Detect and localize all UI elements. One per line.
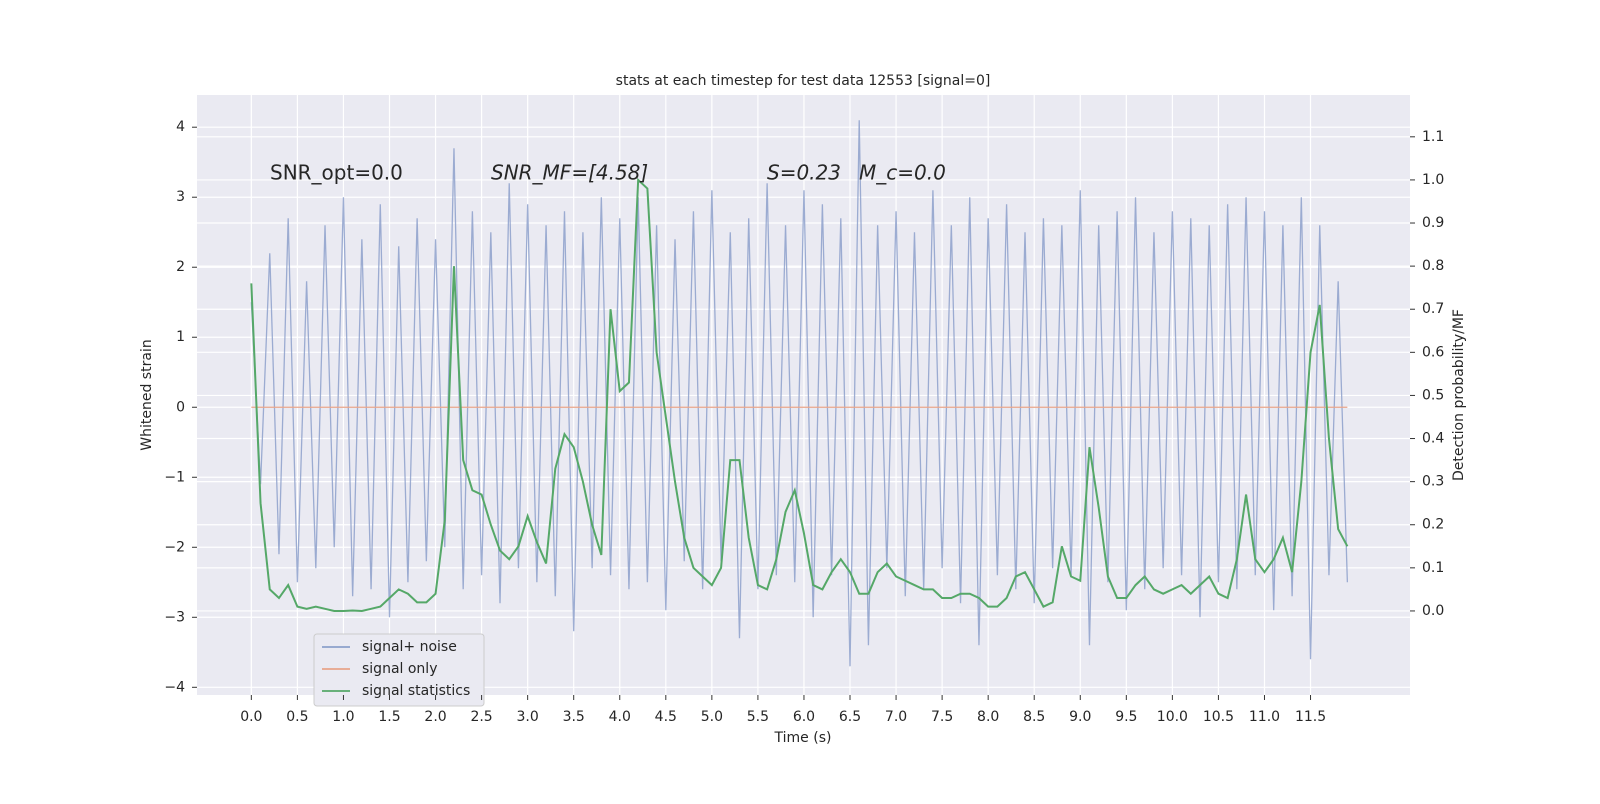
y-tick-label: 4 <box>176 119 185 135</box>
x-tick-label: 0.0 <box>240 709 262 725</box>
legend-label: signal+ noise <box>362 639 457 655</box>
x-tick-label: 4.0 <box>609 709 631 725</box>
x-tick-label: 10.0 <box>1157 709 1188 725</box>
x-tick-label: 11.5 <box>1295 709 1326 725</box>
annotation: SNR_MF=[4.58] <box>491 161 648 185</box>
y2-tick-label: 0.0 <box>1422 603 1444 619</box>
x-tick-label: 9.0 <box>1069 709 1091 725</box>
x-tick-label: 3.0 <box>517 709 539 725</box>
y-tick-label: 3 <box>176 189 185 205</box>
y-tick-label: 0 <box>176 399 185 415</box>
x-tick-label: 6.5 <box>839 709 861 725</box>
series-line <box>250 177 1349 612</box>
x-tick-label: 10.5 <box>1203 709 1234 725</box>
chart-title: stats at each timestep for test data 125… <box>616 73 991 89</box>
y2-tick-label: 0.5 <box>1422 387 1444 403</box>
x-tick-label: 3.5 <box>563 709 585 725</box>
x-tick-label: 4.5 <box>655 709 677 725</box>
y2-tick-label: 0.3 <box>1422 474 1444 490</box>
y2-tick-label: 0.6 <box>1422 344 1444 360</box>
x-axis-label: Time (s) <box>774 730 832 746</box>
x-tick-label: 0.5 <box>286 709 308 725</box>
y-tick-label: −2 <box>164 539 185 555</box>
x-tick-label: 11.0 <box>1249 709 1280 725</box>
legend: signal+ noise signal only signal statistic… <box>313 633 485 707</box>
y-tick-label: 1 <box>176 329 185 345</box>
y2-axis-label: Detection probability/MF <box>1451 309 1467 481</box>
x-tick-label: 8.5 <box>1023 709 1045 725</box>
y-tick-label: −1 <box>164 469 185 485</box>
x-tick-label: 2.5 <box>470 709 492 725</box>
y-tick-label: −3 <box>164 609 185 625</box>
x-tick-label: 7.5 <box>931 709 953 725</box>
x-tick-label: 5.5 <box>747 709 769 725</box>
x-tick-label: 2.0 <box>424 709 446 725</box>
legend-box <box>313 633 485 707</box>
annotation: SNR_opt=0.0 <box>270 161 403 185</box>
y-axis-label: Whitened strain <box>139 339 155 450</box>
series-line <box>250 120 1349 667</box>
annotation: M_c=0.0 <box>859 161 946 185</box>
x-tick-label: 6.0 <box>793 709 815 725</box>
y2-tick-label: 1.0 <box>1422 172 1444 188</box>
y2-tick-label: 0.1 <box>1422 560 1444 576</box>
x-tick-label: 1.0 <box>332 709 354 725</box>
y-tick-label: 2 <box>176 259 185 275</box>
y2-tick-label: 0.9 <box>1422 215 1444 231</box>
x-tick-label: 1.5 <box>378 709 400 725</box>
x-tick-label: 5.0 <box>701 709 723 725</box>
x-tick-label: 8.0 <box>977 709 999 725</box>
y2-tick-label: 1.1 <box>1422 129 1444 145</box>
x-tick-label: 7.0 <box>885 709 907 725</box>
legend-label: signal statistics <box>362 683 470 699</box>
y2-tick-label: 0.7 <box>1422 301 1444 317</box>
y2-tick-label: 0.4 <box>1422 431 1444 447</box>
legend-label: signal only <box>362 661 437 677</box>
y2-tick-label: 0.8 <box>1422 258 1444 274</box>
annotation: S=0.23 <box>767 161 841 185</box>
x-tick-label: 9.5 <box>1115 709 1137 725</box>
y2-tick-label: 0.2 <box>1422 517 1444 533</box>
y-tick-label: −4 <box>164 679 185 695</box>
